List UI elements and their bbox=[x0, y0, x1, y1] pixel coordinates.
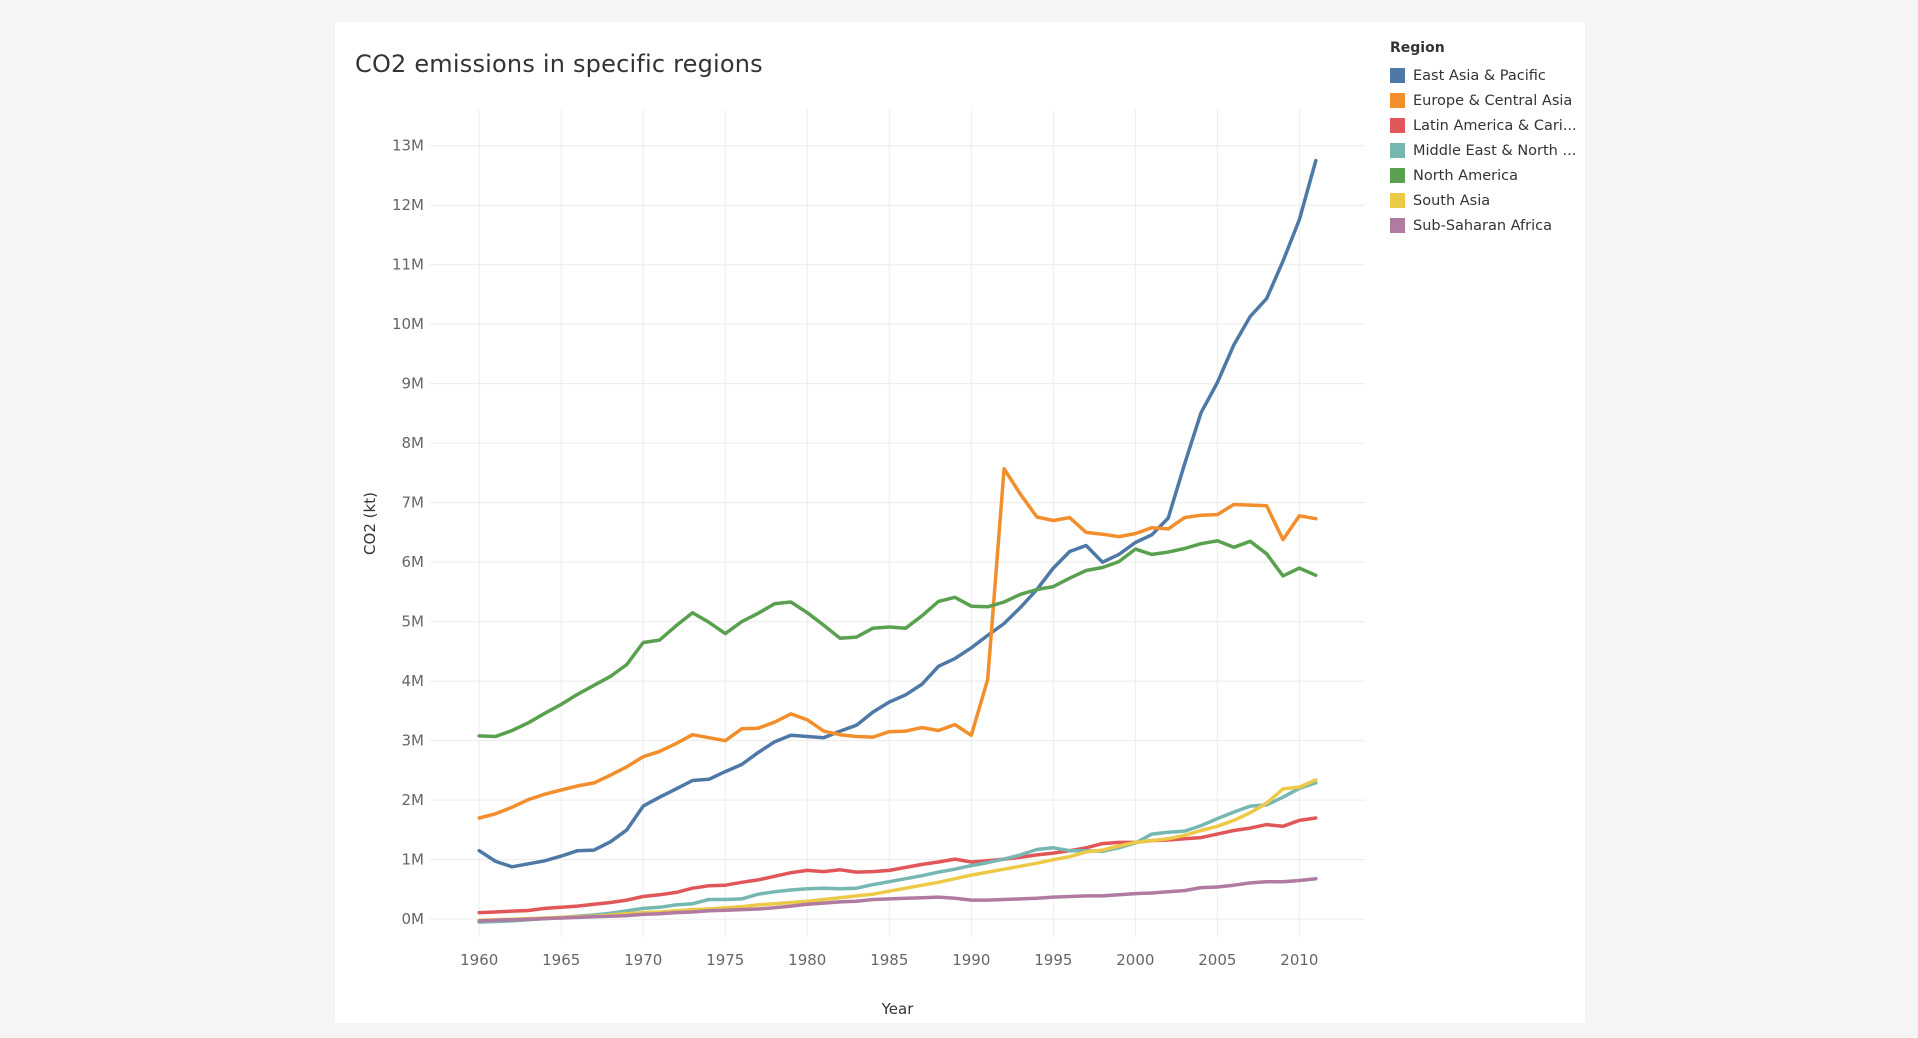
x-tick-label: 2000 bbox=[1116, 951, 1154, 969]
legend-items: East Asia & Pacific Europe & Central Asia… bbox=[1380, 63, 1580, 238]
legend-label: Middle East & North ... bbox=[1413, 142, 1577, 159]
series-line-middle-east-north-africa bbox=[477, 781, 1318, 924]
x-tick-label: 1995 bbox=[1034, 951, 1072, 969]
legend-label: Europe & Central Asia bbox=[1413, 92, 1573, 109]
legend-label: North America bbox=[1413, 167, 1518, 184]
series-lines bbox=[477, 158, 1318, 924]
y-tick-label: 5M bbox=[402, 613, 425, 631]
x-tick-label: 1980 bbox=[788, 951, 826, 969]
y-tick-label: 10M bbox=[392, 315, 424, 333]
chart-title: CO2 emissions in specific regions bbox=[355, 50, 763, 78]
x-tick-label: 2005 bbox=[1198, 951, 1236, 969]
legend-label: Sub-Saharan Africa bbox=[1413, 217, 1552, 234]
y-tick-label: 4M bbox=[402, 672, 425, 690]
y-tick-label: 2M bbox=[402, 791, 425, 809]
y-tick-label: 8M bbox=[402, 434, 425, 452]
legend-title: Region bbox=[1390, 40, 1445, 56]
legend-item-east-asia-pacific[interactable]: East Asia & Pacific bbox=[1380, 63, 1580, 88]
legend-item-middle-east-north-africa[interactable]: Middle East & North ... bbox=[1380, 138, 1580, 163]
chart-dashboard: CO2 emissions in specific regions 1960 19… bbox=[335, 22, 1585, 1023]
legend-label: South Asia bbox=[1413, 192, 1491, 209]
y-tick-label: 6M bbox=[402, 553, 425, 571]
x-tick-label: 1975 bbox=[706, 951, 744, 969]
x-tick-labels: 1960 1965 1970 1975 1980 1985 1990 1995 2000 2005… bbox=[460, 951, 1318, 969]
legend-swatch bbox=[1390, 193, 1405, 208]
legend-item-south-asia[interactable]: South Asia bbox=[1380, 188, 1580, 213]
x-tick-label: 1965 bbox=[542, 951, 580, 969]
legend-label: Latin America & Cari... bbox=[1413, 117, 1577, 134]
x-tick-label: 1960 bbox=[460, 951, 498, 969]
series-line-europe-central-asia bbox=[477, 467, 1318, 820]
x-tick-label: 2010 bbox=[1280, 951, 1318, 969]
series-line-east-asia-pacific bbox=[477, 158, 1318, 869]
legend-swatch bbox=[1390, 218, 1405, 233]
legend-item-sub-saharan-africa[interactable]: Sub-Saharan Africa bbox=[1380, 213, 1580, 238]
y-tick-labels: 0M 1M 2M 3M 4M 5M 6M 7M 8M 9M 10M 11M 12M 13M bbox=[392, 137, 424, 928]
x-tick-label: 1985 bbox=[870, 951, 908, 969]
legend-item-latin-america-caribbean[interactable]: Latin America & Cari... bbox=[1380, 113, 1580, 138]
legend-swatch bbox=[1390, 118, 1405, 133]
legend: Region East Asia & Pacific Europe & Centr… bbox=[1380, 40, 1580, 238]
x-tick-label: 1990 bbox=[952, 951, 990, 969]
legend-swatch bbox=[1390, 93, 1405, 108]
x-axis-title: Year bbox=[881, 1000, 915, 1018]
series-line-north-america bbox=[477, 539, 1318, 739]
y-tick-label: 11M bbox=[392, 256, 424, 274]
legend-swatch bbox=[1390, 168, 1405, 183]
series-line-sub-saharan-africa bbox=[477, 876, 1318, 923]
y-axis-title: CO2 (kt) bbox=[361, 492, 379, 555]
legend-item-north-america[interactable]: North America bbox=[1380, 163, 1580, 188]
legend-label: East Asia & Pacific bbox=[1413, 67, 1546, 84]
y-tick-label: 13M bbox=[392, 137, 424, 155]
legend-item-europe-central-asia[interactable]: Europe & Central Asia bbox=[1380, 88, 1580, 113]
legend-swatch bbox=[1390, 68, 1405, 83]
y-tick-label: 3M bbox=[402, 732, 425, 750]
line-chart: 1960 1965 1970 1975 1980 1985 1990 1995 2000 2005… bbox=[361, 110, 1365, 1018]
y-tick-label: 1M bbox=[402, 851, 425, 869]
y-tick-label: 7M bbox=[402, 494, 425, 512]
y-tick-label: 0M bbox=[402, 910, 425, 928]
gridlines bbox=[430, 110, 1365, 937]
legend-swatch bbox=[1390, 143, 1405, 158]
x-tick-label: 1970 bbox=[624, 951, 662, 969]
series-line-latin-america-caribbean bbox=[477, 816, 1318, 915]
y-tick-label: 12M bbox=[392, 196, 424, 214]
y-tick-label: 9M bbox=[402, 375, 425, 393]
